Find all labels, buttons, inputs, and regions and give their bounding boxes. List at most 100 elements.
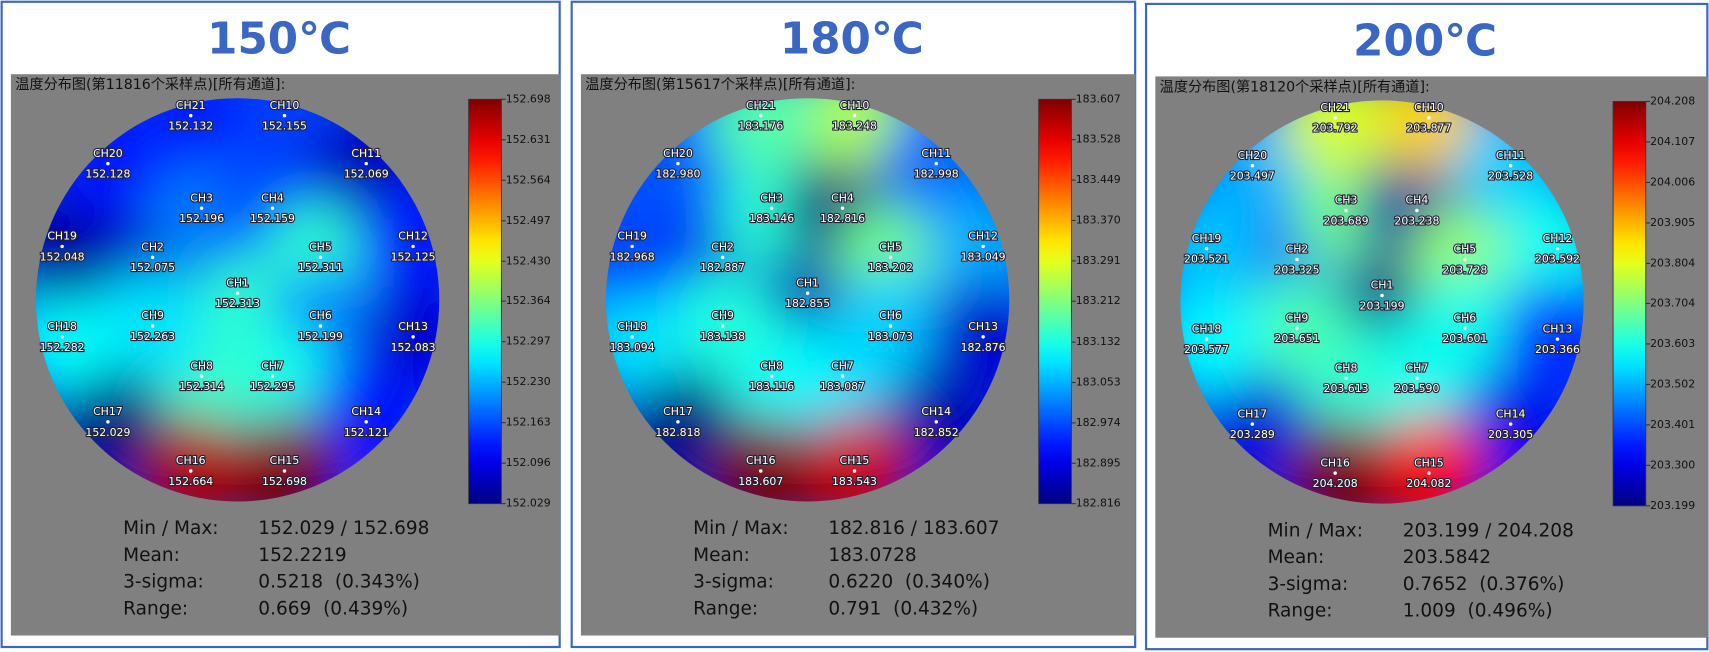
colorbar-tick-label: 203.603 bbox=[1650, 337, 1695, 350]
subtitle: 温度分布图(第11816个采样点)[所有通道]: bbox=[15, 76, 285, 93]
sensor-dot bbox=[188, 113, 193, 118]
channel-value: 203.521 bbox=[1184, 253, 1229, 266]
panel-title: 200℃ bbox=[1353, 17, 1497, 67]
colorbar-tick-label: 152.430 bbox=[506, 254, 551, 267]
channel-value: 203.325 bbox=[1275, 263, 1320, 276]
channel-value: 152.083 bbox=[391, 341, 436, 354]
sensor-dot bbox=[411, 244, 415, 249]
sensor-dot bbox=[1204, 337, 1209, 341]
channel-value: 203.199 bbox=[1360, 299, 1405, 312]
channel-name: CH16 bbox=[746, 454, 776, 467]
channel-name: CH12 bbox=[968, 230, 998, 243]
channel-name: CH7 bbox=[831, 359, 854, 372]
channel-value: 152.121 bbox=[344, 426, 389, 439]
sensor-dot bbox=[150, 324, 155, 328]
channel-value: 204.082 bbox=[1406, 477, 1451, 490]
channel-value: 203.497 bbox=[1230, 170, 1275, 183]
colorbar-tick-label: 152.230 bbox=[506, 375, 551, 388]
channel-name: CH3 bbox=[760, 191, 783, 204]
channel-value: 182.816 bbox=[820, 212, 865, 225]
sensor-dot bbox=[235, 291, 240, 296]
colorbar-tick-label: 203.704 bbox=[1650, 296, 1695, 309]
channel-name: CH18 bbox=[617, 320, 647, 333]
channel-name: CH15 bbox=[840, 454, 870, 467]
channel-name: CH9 bbox=[141, 309, 164, 322]
colorbar-tick-label: 203.502 bbox=[1650, 377, 1695, 390]
sensor-dot bbox=[1250, 422, 1255, 426]
colorbar-tick-label: 183.528 bbox=[1076, 133, 1121, 146]
sensor-dot bbox=[270, 206, 275, 211]
sensor-dot bbox=[852, 113, 857, 118]
sensor-dot bbox=[60, 244, 64, 249]
channel-value: 152.132 bbox=[168, 120, 213, 133]
colorbar bbox=[468, 98, 502, 505]
channel-name: CH16 bbox=[176, 454, 206, 467]
colorbar bbox=[1612, 101, 1647, 507]
channel-name: CH6 bbox=[1454, 311, 1477, 324]
sensor-dot bbox=[759, 469, 763, 473]
stat-label: Min / Max: bbox=[123, 518, 218, 539]
sensor-dot bbox=[759, 113, 763, 118]
channel-name: CH3 bbox=[1335, 194, 1358, 207]
stat-label: Min / Max: bbox=[693, 518, 788, 539]
channel-value: 152.311 bbox=[298, 261, 343, 274]
sensor-dot bbox=[1463, 257, 1467, 262]
channel-value: 183.138 bbox=[700, 330, 745, 343]
channel-value: 152.155 bbox=[262, 120, 307, 133]
channel-name: CH10 bbox=[1414, 101, 1444, 114]
channel-value: 152.263 bbox=[130, 330, 175, 343]
channel-value: 182.852 bbox=[914, 426, 959, 439]
panel: 200℃ 温度分布图(第18120个采样点)[所有通道]: CH1 203.199 CH… bbox=[1144, 2, 1709, 651]
stat-value: 0.5218 (0.343%) bbox=[258, 572, 420, 593]
stat-label: Mean: bbox=[123, 545, 180, 566]
sensor-dot bbox=[1415, 208, 1419, 213]
sensor-dot bbox=[630, 335, 634, 339]
sensor-dot bbox=[1333, 116, 1337, 120]
colorbar-tick-label: 152.297 bbox=[506, 335, 551, 348]
sensor-dot bbox=[840, 206, 845, 211]
colorbar-tick-label: 182.974 bbox=[1076, 416, 1121, 429]
channel-name: CH13 bbox=[968, 320, 998, 333]
channel-name: CH21 bbox=[746, 99, 776, 112]
sensor-dot bbox=[106, 420, 110, 424]
channel-name: CH10 bbox=[270, 99, 300, 112]
channel-value: 152.128 bbox=[85, 168, 130, 181]
stat-value: 0.6220 (0.340%) bbox=[828, 572, 990, 593]
sensor-dot bbox=[1344, 376, 1348, 381]
channel-name: CH21 bbox=[1320, 101, 1350, 114]
sensor-dot bbox=[1555, 337, 1560, 341]
colorbar-tick-label: 203.199 bbox=[1650, 499, 1695, 512]
channel-value: 203.689 bbox=[1324, 214, 1369, 227]
channel-value: 203.601 bbox=[1442, 332, 1487, 345]
sensor-dot bbox=[1250, 164, 1255, 168]
panel-title: 180℃ bbox=[780, 15, 924, 65]
channel-value: 152.125 bbox=[391, 250, 436, 263]
sensor-dot bbox=[364, 420, 368, 424]
channel-name: CH13 bbox=[1543, 322, 1573, 335]
channel-name: CH15 bbox=[1414, 456, 1444, 469]
colorbar-tick-label: 204.006 bbox=[1650, 175, 1695, 188]
stat-label: Mean: bbox=[1268, 547, 1325, 568]
colorbar-tick-label: 183.212 bbox=[1076, 294, 1121, 307]
sensor-dot bbox=[981, 244, 985, 249]
stat-value: 0.669 (0.439%) bbox=[258, 598, 408, 619]
channel-name: CH1 bbox=[226, 276, 249, 289]
channel-value: 183.087 bbox=[820, 380, 865, 393]
sensor-dot bbox=[981, 335, 985, 339]
colorbar bbox=[1038, 98, 1072, 505]
channel-value: 152.282 bbox=[40, 341, 85, 354]
channel-value: 152.199 bbox=[298, 330, 343, 343]
stat-label: Range: bbox=[1268, 601, 1333, 622]
sensor-dot bbox=[805, 291, 810, 296]
channel-name: CH8 bbox=[760, 359, 783, 372]
colorbar-tick-label: 203.905 bbox=[1650, 216, 1695, 229]
stat-value: 203.5842 bbox=[1403, 547, 1491, 568]
colorbar-tick-label: 204.107 bbox=[1650, 135, 1695, 148]
sensor-dot bbox=[1508, 422, 1513, 426]
channel-value: 183.116 bbox=[749, 380, 794, 393]
channel-name: CH1 bbox=[1371, 279, 1394, 292]
channel-name: CH7 bbox=[261, 359, 284, 372]
colorbar-tick-label: 182.816 bbox=[1076, 497, 1121, 510]
colorbar-tick-label: 183.449 bbox=[1076, 173, 1121, 186]
channel-value: 152.075 bbox=[130, 261, 175, 274]
